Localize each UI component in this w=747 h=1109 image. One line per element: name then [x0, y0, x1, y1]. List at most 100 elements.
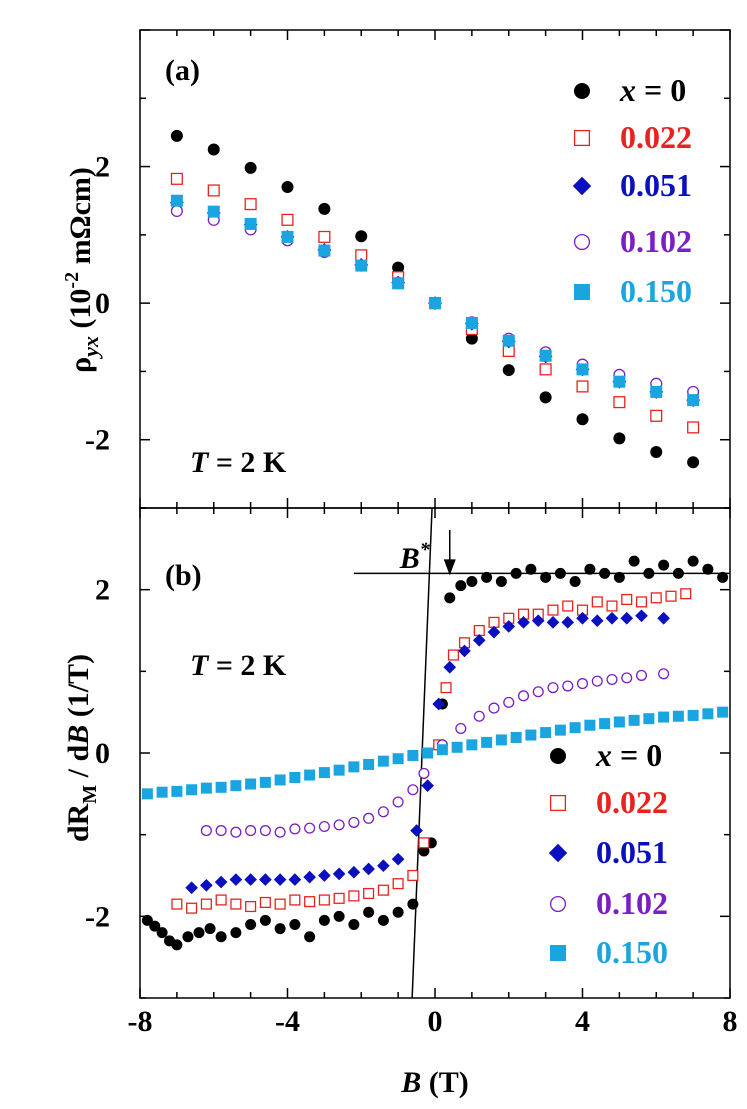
data-point: [170, 204, 183, 218]
y-tick-label: -2: [85, 900, 110, 933]
data-point: [186, 902, 198, 914]
data-point: [687, 394, 700, 407]
data-point: [687, 456, 700, 469]
data-point: [245, 825, 257, 837]
panel-a: (a) T = 2 K 2 0 -2 x = 0 0.022 0.051 0.102 0.1…: [61, 29, 731, 509]
data-point: [547, 682, 559, 694]
data-point: [576, 380, 589, 393]
legend-marker: [550, 945, 566, 961]
data-point: [303, 870, 316, 884]
legend-marker: [574, 83, 590, 99]
data-point: [363, 812, 375, 824]
data-point: [333, 892, 345, 904]
series-x0.102: [200, 668, 670, 838]
data-point: [547, 604, 559, 616]
x-tick-label: -4: [275, 1005, 300, 1038]
data-point: [576, 413, 589, 426]
data-point: [318, 244, 331, 257]
data-point: [200, 898, 212, 910]
panel-b: (b) T = 2 K -8 -4 0 4 8 2 0 -2 B* x = 0 0.022 0.0…: [62, 507, 738, 1099]
data-point: [332, 867, 346, 881]
data-point: [377, 859, 390, 873]
data-point: [540, 727, 552, 739]
data-point: [466, 576, 478, 587]
series-x0.150: [170, 194, 700, 407]
data-point: [687, 709, 699, 721]
data-point: [628, 714, 640, 726]
data-point: [289, 894, 301, 906]
data-point: [156, 927, 168, 939]
data-point: [620, 611, 634, 625]
data-point: [443, 660, 457, 674]
bstar-label: B*: [399, 539, 431, 575]
legend-label: 0.051: [620, 167, 692, 203]
data-point: [447, 649, 459, 661]
data-point: [229, 873, 243, 886]
data-point: [487, 625, 501, 639]
panel-a-legend: x = 0 0.022 0.051 0.102 0.150: [572, 72, 692, 309]
data-point: [599, 718, 611, 730]
data-point: [363, 887, 375, 900]
data-point: [525, 563, 537, 575]
data-point: [288, 873, 302, 886]
data-point: [215, 931, 227, 943]
data-point: [318, 202, 331, 215]
data-point: [281, 181, 294, 194]
data-point: [717, 571, 729, 583]
panel-a-y-axis-label: ρyx (10-2 mΩcm): [61, 167, 103, 373]
legend-marker: [549, 794, 567, 812]
data-point: [391, 852, 405, 866]
data-point: [702, 563, 714, 575]
legend-marker: [548, 843, 568, 863]
legend-marker: [573, 233, 591, 251]
data-point: [185, 881, 198, 895]
data-point: [392, 906, 404, 918]
data-point: [495, 576, 507, 587]
data-point: [186, 784, 198, 796]
data-point: [643, 567, 655, 579]
data-point: [304, 822, 316, 834]
data-point: [562, 600, 574, 612]
data-point: [244, 217, 257, 230]
data-point: [182, 931, 194, 943]
y-tick-label: 0: [95, 737, 110, 770]
data-point: [392, 878, 404, 890]
data-point: [613, 375, 626, 388]
data-point: [392, 796, 404, 808]
data-point: [207, 143, 220, 156]
data-point: [304, 896, 316, 908]
data-point: [171, 785, 183, 797]
data-point: [259, 825, 271, 837]
bstar-arrowhead: [443, 559, 456, 576]
data-point: [465, 316, 478, 329]
data-point: [451, 741, 463, 753]
series-x0.051: [185, 609, 670, 895]
legend-label: 0.102: [596, 885, 668, 921]
data-point: [281, 213, 294, 226]
data-point: [318, 914, 330, 926]
data-point: [363, 758, 375, 770]
data-point: [318, 869, 331, 882]
data-point: [635, 669, 648, 681]
data-point: [510, 567, 522, 579]
data-point: [259, 896, 271, 908]
data-point: [473, 624, 485, 637]
data-point: [170, 194, 183, 207]
data-point: [481, 571, 493, 583]
panel-b-data: [141, 555, 729, 951]
data-point: [392, 753, 404, 765]
data-point: [650, 446, 663, 459]
data-point: [444, 592, 456, 604]
data-point: [348, 761, 360, 773]
data-point: [576, 611, 589, 625]
data-point: [488, 702, 500, 714]
data-point: [481, 736, 493, 748]
data-point: [540, 571, 552, 583]
panel-a-ticks: 2 0 -2: [85, 29, 731, 509]
y-tick-label: 2: [95, 574, 110, 607]
data-point: [429, 297, 441, 310]
y-tick-label: 0: [95, 287, 110, 320]
x-axis-label: B (T): [400, 1066, 469, 1099]
data-point: [525, 729, 537, 741]
data-point: [657, 611, 670, 625]
